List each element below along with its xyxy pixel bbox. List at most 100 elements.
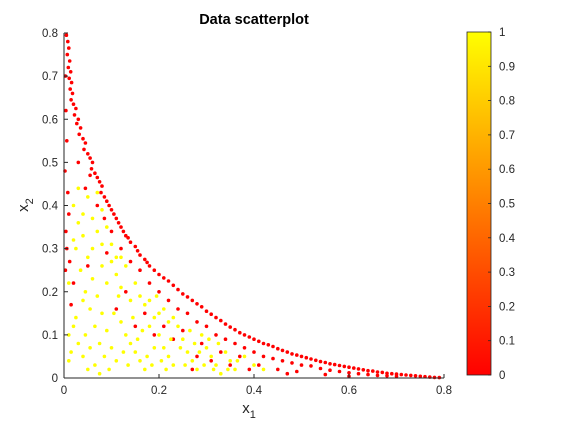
data-point — [81, 212, 85, 216]
data-point — [214, 315, 218, 320]
data-point — [228, 325, 232, 329]
data-point — [67, 333, 71, 337]
data-point — [371, 369, 375, 373]
data-point — [219, 371, 223, 376]
data-point — [271, 356, 275, 361]
data-point — [202, 363, 206, 367]
data-point — [105, 199, 109, 203]
y-axis-label-main: x — [15, 204, 32, 212]
y-tick-label: 0.8 — [42, 28, 58, 40]
colorbar — [466, 31, 492, 376]
data-point — [76, 341, 81, 346]
data-point — [214, 363, 218, 367]
data-point — [97, 180, 102, 184]
data-point — [69, 302, 73, 307]
y-tick-label: 0.7 — [42, 71, 58, 83]
data-point — [107, 367, 111, 372]
data-point — [133, 281, 138, 285]
data-point — [74, 246, 78, 251]
data-point — [88, 307, 92, 311]
data-point — [199, 341, 204, 346]
x-ticks: 0 0.2 0.4 0.6 0.8 — [61, 374, 452, 397]
data-point — [114, 255, 119, 260]
data-point — [228, 359, 232, 363]
data-point — [223, 337, 228, 342]
data-point — [235, 359, 240, 363]
data-point — [112, 212, 116, 216]
data-point — [418, 374, 423, 379]
data-point — [81, 298, 85, 303]
data-point — [242, 333, 247, 337]
data-point — [100, 208, 104, 212]
data-point — [95, 190, 100, 195]
data-point — [66, 39, 70, 44]
data-point — [285, 350, 290, 354]
data-point — [77, 132, 81, 137]
data-point — [109, 208, 114, 212]
data-point — [211, 367, 216, 372]
data-point — [126, 236, 130, 240]
data-point — [385, 374, 389, 378]
data-point — [152, 346, 157, 350]
data-point — [154, 294, 159, 298]
data-point — [181, 292, 185, 296]
data-point — [219, 318, 223, 323]
data-point — [138, 253, 142, 257]
data-point — [176, 287, 180, 292]
data-point — [366, 368, 370, 373]
data-point — [90, 277, 95, 281]
data-point — [157, 272, 161, 277]
data-point — [328, 362, 332, 366]
data-point — [138, 359, 142, 363]
x-tick-label: 0.6 — [341, 385, 357, 397]
data-point — [328, 368, 332, 373]
data-point — [81, 136, 85, 141]
data-point — [147, 264, 152, 268]
data-point — [195, 367, 199, 372]
data-point — [68, 70, 73, 74]
data-point — [74, 315, 78, 320]
data-point — [295, 353, 299, 357]
data-point — [152, 333, 157, 337]
data-point — [119, 246, 123, 251]
data-point — [64, 108, 68, 113]
data-point — [76, 160, 81, 165]
data-point — [93, 363, 97, 367]
data-point — [90, 216, 95, 221]
data-point — [128, 240, 133, 244]
data-point — [143, 302, 147, 307]
data-point — [209, 312, 213, 317]
data-point — [114, 216, 119, 221]
colorbar-tick-label: 1 — [499, 27, 505, 39]
data-point — [131, 315, 135, 320]
data-point — [188, 328, 192, 333]
data-point — [83, 141, 88, 145]
data-point — [66, 190, 70, 195]
data-point — [68, 87, 72, 91]
colorbar-tick-label: 0.6 — [499, 164, 515, 176]
colorbar-tick-label: 0.2 — [499, 301, 515, 313]
data-point — [64, 229, 68, 234]
y-tick-label: 0.1 — [42, 330, 58, 342]
data-point — [409, 373, 413, 378]
data-point — [195, 302, 199, 306]
y-tick-label: 0 — [52, 373, 58, 385]
data-point — [162, 307, 166, 311]
data-point — [86, 195, 90, 199]
data-point — [166, 298, 171, 303]
data-point — [78, 268, 83, 273]
data-point — [304, 355, 309, 360]
data-point — [95, 203, 100, 208]
data-point — [337, 369, 342, 374]
data-point — [102, 216, 107, 221]
data-point — [124, 264, 128, 268]
colorbar-tick-label: 0.7 — [499, 130, 515, 142]
colorbar-tick-label: 0.4 — [499, 233, 516, 245]
data-point — [261, 367, 266, 372]
data-point — [105, 328, 109, 333]
data-point — [166, 320, 171, 324]
data-point — [128, 298, 133, 303]
colorbar-tick-label: 0.5 — [499, 199, 515, 211]
data-point — [323, 360, 328, 365]
data-point — [176, 307, 180, 311]
